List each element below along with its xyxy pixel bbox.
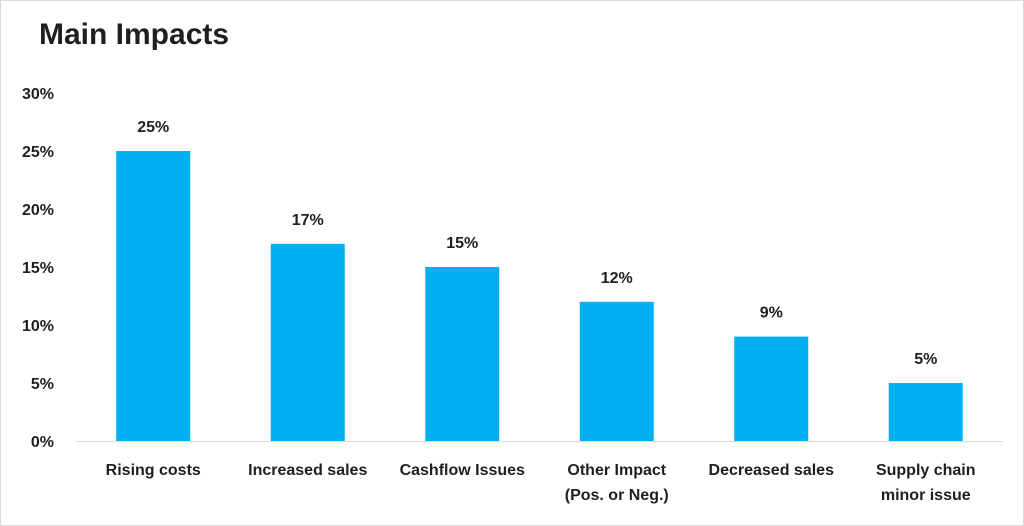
x-category-label: Increased sales (248, 462, 367, 479)
x-category-label: (Pos. or Neg.) (565, 487, 669, 504)
y-tick-label: 15% (22, 260, 54, 277)
y-tick-label: 20% (22, 202, 54, 219)
bar (888, 383, 963, 441)
y-tick-label: 10% (22, 318, 54, 335)
data-label: 12% (601, 270, 633, 287)
data-label: 25% (137, 119, 169, 136)
x-category-label: Supply chain (876, 462, 976, 479)
y-tick-label: 0% (31, 434, 54, 451)
y-tick-label: 5% (31, 376, 54, 393)
bar (579, 301, 654, 441)
x-category-label: minor issue (881, 487, 971, 504)
data-label: 9% (760, 305, 783, 322)
chart-title: Main Impacts (39, 18, 230, 51)
x-category-label: Cashflow Issues (400, 462, 525, 479)
x-category-label: Decreased sales (709, 462, 835, 479)
y-tick-label: 30% (22, 86, 54, 103)
bar (270, 243, 345, 441)
bar (116, 151, 191, 441)
x-category-label: Rising costs (106, 462, 201, 479)
bar (425, 267, 500, 441)
data-label: 5% (914, 351, 937, 368)
data-label: 17% (292, 212, 324, 229)
data-label: 15% (446, 235, 478, 252)
bar (734, 336, 809, 441)
y-tick-label: 25% (22, 144, 54, 161)
x-category-label: Other Impact (567, 462, 666, 479)
